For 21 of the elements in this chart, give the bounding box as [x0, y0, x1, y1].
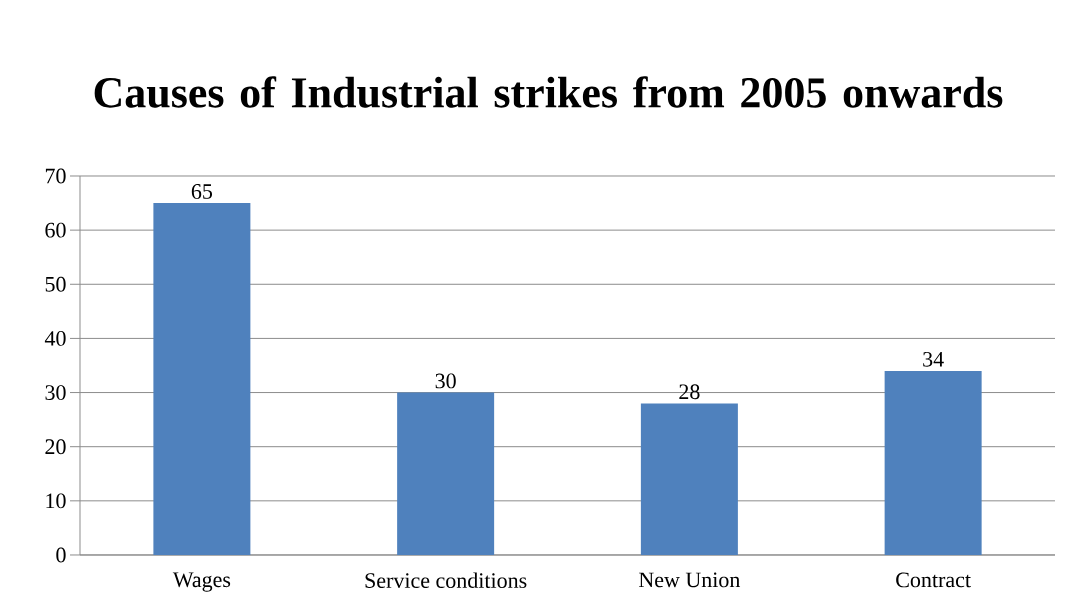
data-label: 28 [679, 384, 700, 400]
y-tick-label: 40 [44, 330, 66, 346]
y-tick-label: 10 [46, 493, 66, 509]
bar [397, 392, 495, 555]
x-tick-label: Wages [172, 572, 231, 592]
bar [884, 370, 982, 555]
x-tick-label: Service conditions [365, 572, 527, 588]
data-label: 34 [923, 351, 944, 367]
x-tick-label: New Union [638, 572, 741, 588]
y-tick-label: 0 [56, 547, 66, 563]
x-tick-label: Contract [896, 572, 971, 588]
y-tick-label: 60 [45, 222, 66, 238]
bar [640, 403, 738, 555]
chart-title: Causes of Industrial strikes from 2005 onwards [94, 76, 1003, 108]
y-tick-label: 30 [45, 385, 66, 400]
data-label: 30 [435, 373, 456, 389]
y-tick-label: 70 [45, 168, 66, 184]
y-tick-label: 20 [45, 439, 66, 455]
y-tick-label: 50 [45, 276, 66, 292]
data-label: 65 [191, 184, 213, 199]
bar [153, 203, 251, 555]
